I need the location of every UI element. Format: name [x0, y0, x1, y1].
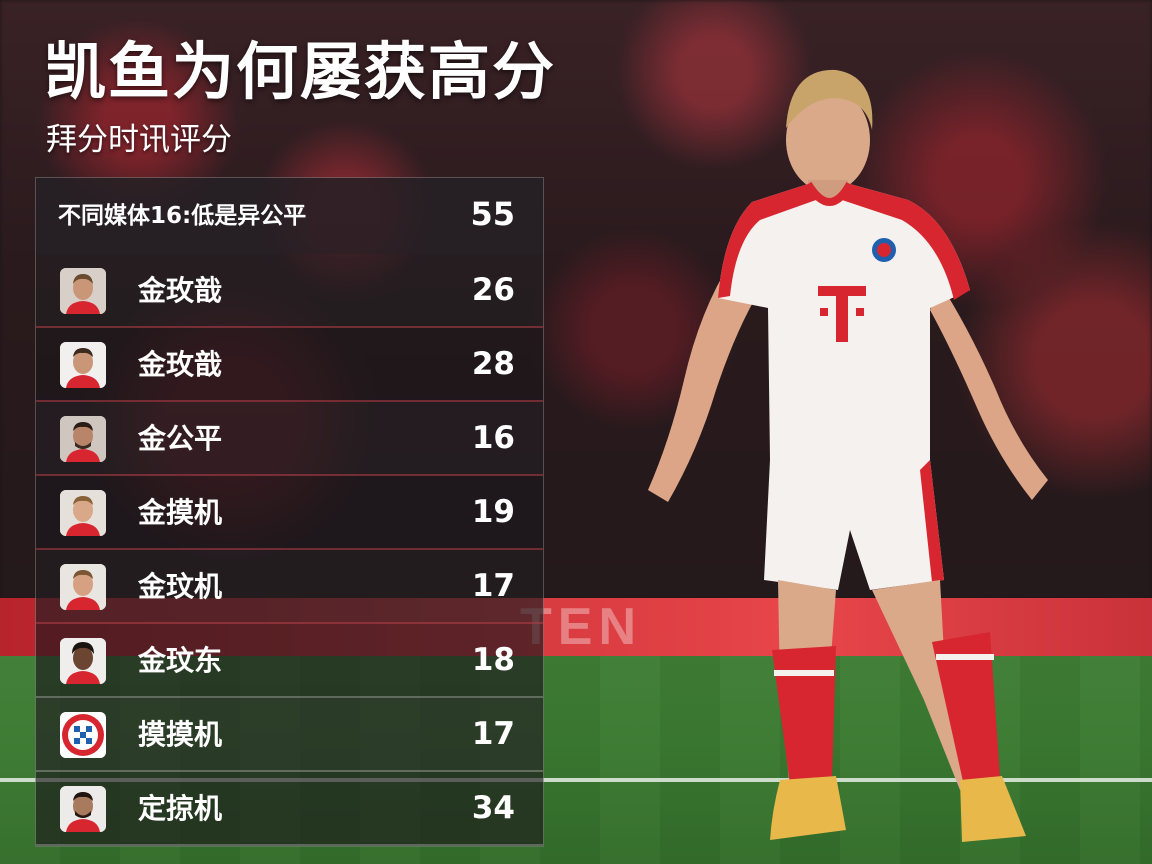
player-portrait-icon [60, 342, 106, 388]
list-item: 金摸机 19 [36, 476, 543, 550]
row-name: 摸摸机 [138, 718, 223, 751]
score-list: 金玫戠 26 金玫戠 28 金公平 16 金摸机 19 [36, 254, 543, 846]
row-score: 26 [471, 272, 515, 308]
list-item: 金玫戠 26 [36, 254, 543, 328]
list-item: 定掠机 34 [36, 772, 543, 846]
player-portrait-icon [60, 268, 106, 314]
header-score: 55 [470, 195, 515, 233]
score-panel: 不同媒体16:低是异公平 55 金玫戠 26 金玫戠 28 金公平 16 [35, 177, 544, 847]
score-panel-header: 不同媒体16:低是异公平 55 [36, 178, 543, 254]
list-item: 金玟东 18 [36, 624, 543, 698]
row-score: 17 [471, 716, 515, 752]
row-name: 金玟东 [138, 644, 223, 677]
row-name: 金摸机 [138, 496, 223, 529]
list-item: 摸摸机 17 [36, 698, 543, 772]
row-name: 金玫戠 [138, 274, 223, 307]
page-subtitle: 拜分时讯评分 [46, 122, 232, 158]
row-score: 16 [471, 420, 515, 456]
list-item: 金玫戠 28 [36, 328, 543, 402]
pitch-line [0, 778, 1152, 782]
player-portrait-icon [60, 786, 106, 832]
row-score: 28 [471, 346, 515, 382]
crowd-backdrop [0, 0, 1152, 600]
advertising-board-text: TEN [520, 600, 642, 654]
row-name: 金公平 [138, 422, 223, 455]
header-label: 不同媒体16:低是异公平 [58, 203, 307, 229]
row-name: 定掠机 [138, 792, 223, 825]
row-score: 18 [471, 642, 515, 678]
page-title: 凯鱼为何屡获高分 [44, 35, 557, 108]
list-item: 金玟机 17 [36, 550, 543, 624]
player-figure [640, 50, 1060, 850]
player-portrait-icon [60, 638, 106, 684]
row-name: 金玟机 [138, 570, 223, 603]
player-portrait-icon [60, 416, 106, 462]
player-portrait-icon [60, 564, 106, 610]
club-crest-icon [60, 712, 106, 758]
list-item: 金公平 16 [36, 402, 543, 476]
row-score: 19 [471, 494, 515, 530]
row-name: 金玫戠 [138, 348, 223, 381]
row-score: 17 [471, 568, 515, 604]
row-score: 34 [471, 790, 515, 826]
player-portrait-icon [60, 490, 106, 536]
